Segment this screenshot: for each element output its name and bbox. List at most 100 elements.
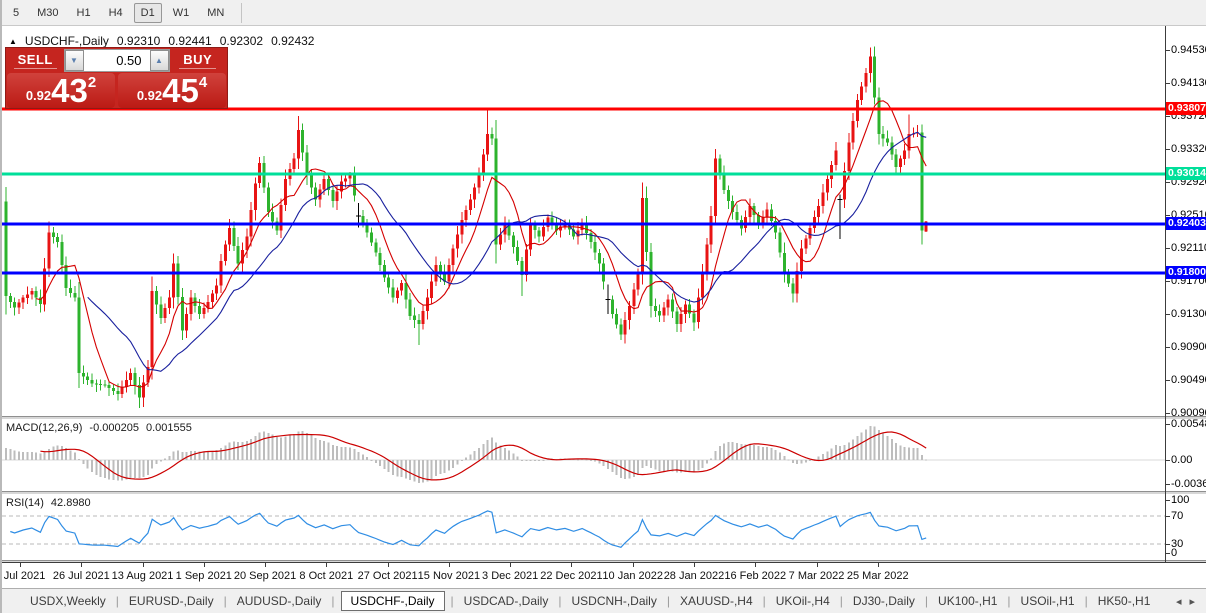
ohlc-low: 0.92302 xyxy=(219,34,264,48)
timeframe-button-D1[interactable]: D1 xyxy=(133,2,162,23)
date-label: 28 Jan 2022 xyxy=(663,570,725,582)
tab-separator: | xyxy=(924,594,929,608)
timeframe-toolbar: 5 M30 H1 H4 D1 W1 MN xyxy=(2,0,1206,26)
date-tick xyxy=(448,563,450,567)
chart-ohlc-header: ▲ USDCHF-,Daily 0.92310 0.92441 0.92302 … xyxy=(9,34,314,48)
panel-splitter[interactable] xyxy=(2,491,1206,494)
volume-decrease-icon[interactable]: ▼ xyxy=(64,50,84,71)
chart-tab-eurusd-daily[interactable]: EURUSD-,Daily xyxy=(128,594,214,608)
timeframe-button-5[interactable]: 5 xyxy=(13,6,20,19)
date-tick xyxy=(571,563,573,567)
chart-tab-ukoil-h4[interactable]: UKOil-,H4 xyxy=(775,594,830,608)
timeframe-button-MN[interactable]: MN xyxy=(207,6,225,19)
rsi-name: RSI(14) xyxy=(6,497,44,509)
panel-splitter[interactable] xyxy=(2,416,1206,419)
date-label: 27 Oct 2021 xyxy=(357,570,418,582)
timeframe-button-H4[interactable]: H4 xyxy=(108,6,123,19)
chart-tab-usoil-h1[interactable]: USOil-,H1 xyxy=(1020,594,1075,608)
axis-line xyxy=(1165,26,1166,562)
tab-separator: | xyxy=(839,594,843,608)
tab-scroll-arrows: ◂▸ xyxy=(1176,595,1203,608)
chart-tab-uk100-h1[interactable]: UK100-,H1 xyxy=(938,594,998,608)
tab-separator: | xyxy=(450,594,454,608)
sell-button[interactable]: SELL xyxy=(7,49,64,72)
macd-indicator-panel[interactable]: MACD(12,26,9) -0.000205 0.001555 xyxy=(2,419,1165,491)
chart-tab-xauusd-h4[interactable]: XAUUSD-,H4 xyxy=(679,594,753,608)
sell-price-sup: 2 xyxy=(87,74,97,91)
macd-axis-label: -0.00364 xyxy=(1171,477,1206,490)
tab-separator: | xyxy=(223,594,227,608)
sell-price-big: 43 xyxy=(51,71,88,109)
date-tick xyxy=(326,563,328,567)
axis-tick xyxy=(1165,516,1170,517)
panel-splitter[interactable] xyxy=(2,560,1206,562)
toolbar-separator xyxy=(241,2,243,23)
rsi-axis-label: 70 xyxy=(1171,510,1184,522)
buy-price-big: 45 xyxy=(162,71,199,109)
rsi-axis-label: 30 xyxy=(1171,538,1184,550)
sell-price-button[interactable]: 0.92 43 2 xyxy=(7,73,115,108)
one-click-trading-widget: SELL ▼ ▲ BUY 0.92 43 2 0.92 45 4 xyxy=(5,47,228,109)
axis-tick xyxy=(1165,314,1170,316)
rsi-axis-label: 0 xyxy=(1171,547,1178,559)
chart-tab-audusd-daily[interactable]: AUDUSD-,Daily xyxy=(236,594,322,608)
date-label: 25 Mar 2022 xyxy=(846,570,909,582)
chart-symbol-label: USDCHF-,Daily xyxy=(24,34,109,48)
date-tick xyxy=(877,563,879,567)
tab-separator: | xyxy=(331,594,335,608)
volume-input[interactable] xyxy=(83,50,150,71)
date-tick xyxy=(510,563,512,567)
rsi-chart-canvas[interactable] xyxy=(2,494,1165,560)
tab-separator: | xyxy=(1084,594,1088,608)
axis-tick xyxy=(1165,544,1170,545)
timeframe-button-W1[interactable]: W1 xyxy=(172,6,190,19)
tabs-scroll-right-icon[interactable]: ▸ xyxy=(1189,596,1203,608)
date-tick xyxy=(387,563,389,567)
axis-tick xyxy=(1165,346,1170,348)
axis-tick xyxy=(1165,281,1170,283)
chart-tab-usdcad-daily[interactable]: USDCAD-,Daily xyxy=(463,594,549,608)
date-tick xyxy=(265,563,267,567)
volume-stepper: ▼ ▲ xyxy=(63,49,170,72)
chart-tab-usdcnh-daily[interactable]: USDCNH-,Daily xyxy=(571,594,657,608)
chart-tab-dj30-daily[interactable]: DJ30-,Daily xyxy=(852,594,915,608)
chart-tab-usdchf-daily[interactable]: USDCHF-,Daily xyxy=(340,591,445,611)
price-line-badge: 0.93014 xyxy=(1166,166,1206,180)
volume-increase-icon[interactable]: ▲ xyxy=(149,50,169,71)
date-label: 1 Sep 2021 xyxy=(175,570,232,582)
macd-value-signal: 0.001555 xyxy=(145,422,192,434)
rsi-value: 42.8980 xyxy=(50,497,91,509)
macd-chart-canvas[interactable] xyxy=(2,419,1165,491)
axis-tick xyxy=(1165,215,1170,217)
buy-button[interactable]: BUY xyxy=(170,49,227,72)
axis-tick xyxy=(1165,116,1170,118)
date-label: 7 Jul 2021 xyxy=(2,570,46,582)
date-tick xyxy=(816,563,818,567)
timeframe-button-H1[interactable]: H1 xyxy=(76,6,91,19)
macd-label-row: MACD(12,26,9) -0.000205 0.001555 xyxy=(6,422,192,434)
buy-price-button[interactable]: 0.92 45 4 xyxy=(118,73,226,108)
date-tick xyxy=(20,563,21,567)
chart-tab-usdx-weekly[interactable]: USDX,Weekly xyxy=(30,594,106,608)
price-chart-canvas[interactable] xyxy=(2,26,1165,416)
buy-price-prefix: 0.92 xyxy=(136,88,163,103)
date-label: 20 Sep 2021 xyxy=(233,570,297,582)
timeframe-button-M30[interactable]: M30 xyxy=(37,6,59,19)
date-label: 7 Mar 2022 xyxy=(788,570,845,582)
date-label: 10 Jan 2022 xyxy=(602,570,663,582)
axis-tick xyxy=(1165,380,1170,382)
chart-tab-hk50-h1[interactable]: HK50-,H1 xyxy=(1097,594,1151,608)
rsi-indicator-panel[interactable]: RSI(14) 42.8980 xyxy=(2,494,1165,560)
price-chart-panel[interactable]: ▲ USDCHF-,Daily 0.92310 0.92441 0.92302 … xyxy=(2,26,1165,416)
macd-axis-label: 0.005489 xyxy=(1171,418,1206,430)
collapse-one-click-icon[interactable]: ▲ xyxy=(9,36,17,46)
axis-tick xyxy=(1165,553,1170,554)
date-tick xyxy=(142,563,144,567)
tabs-scroll-left-icon[interactable]: ◂ xyxy=(1175,596,1190,608)
